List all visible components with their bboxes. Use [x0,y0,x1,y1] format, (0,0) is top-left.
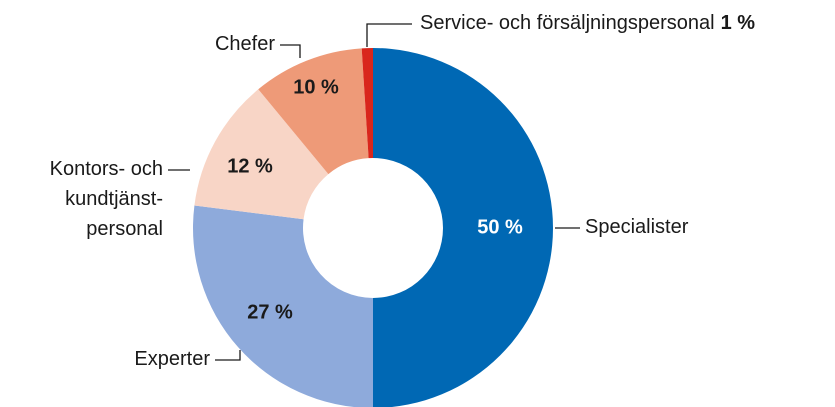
slice [361,48,373,159]
label-line: Specialister [585,216,689,238]
leader-line [215,350,241,361]
label-line: personal [86,218,163,240]
category-label: Service- och försäljningspersonal [420,12,715,34]
value-label: 27 % [247,301,293,323]
value-label: 12 % [227,155,273,177]
label-line: kundtjänst- [65,188,163,210]
value-label: 50 % [477,216,523,238]
label-line: Experter [134,348,210,370]
label-line: Chefer [215,33,275,55]
slice-label: Service- och försäljningspersonal 1 % [420,12,755,34]
label-line: Kontors- och [50,158,163,180]
value-label: 10 % [293,76,339,98]
slice-label: Specialister [585,216,689,238]
slice-label: Experter [134,348,210,370]
leader-line [280,44,301,58]
slice-label: Chefer [215,33,275,55]
slice [373,48,553,407]
slice [193,205,373,407]
slice [194,89,329,220]
slice-label: Kontors- och kundtjänst-personal [50,158,163,240]
value-label: 1 % [721,12,756,34]
leader-line [366,23,412,47]
slice [258,48,369,175]
